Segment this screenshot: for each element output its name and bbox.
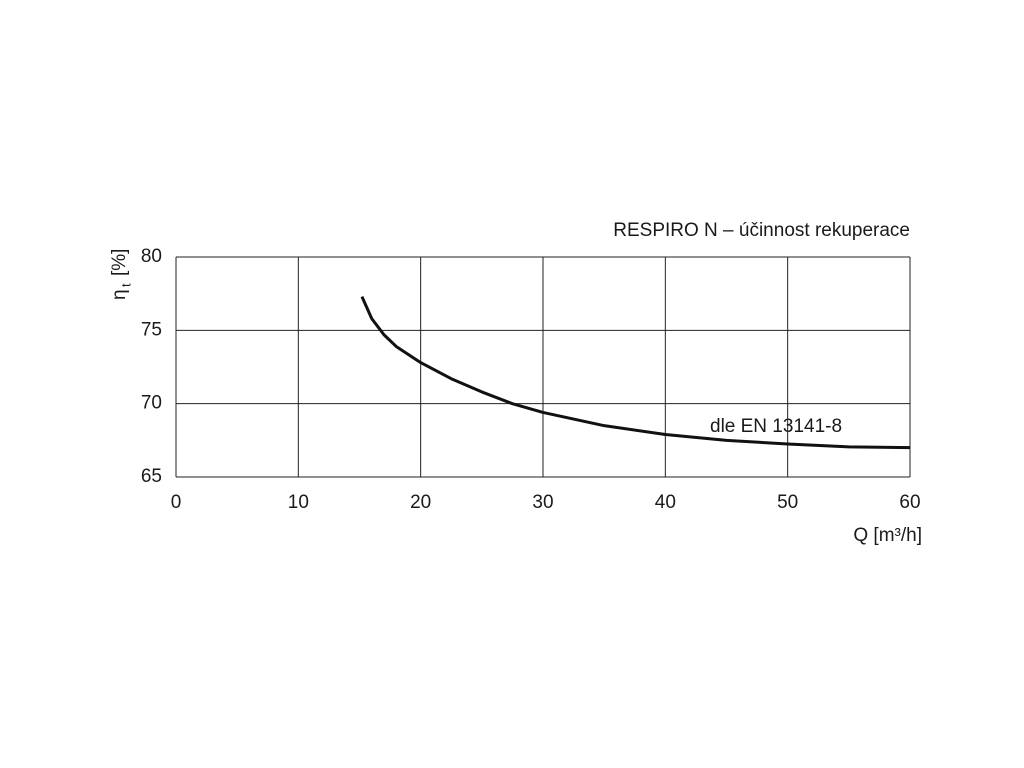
x-tick-label: 0 [171,492,182,513]
x-tick-label: 30 [532,492,553,513]
x-axis-label: Q [m³/h] [853,525,922,546]
x-tick-label: 40 [655,492,676,513]
y-axis-label: η t [%] [109,249,133,300]
line-series [360,295,911,450]
annotation: dle EN 13141-8 [710,416,842,437]
x-tick-label: 20 [410,492,431,513]
y-tick-label: 65 [141,466,162,487]
y-label-sub: t [118,283,133,287]
x-tick-label: 50 [777,492,798,513]
x-tick-label: 60 [899,492,920,513]
x-tick-label: 10 [288,492,309,513]
y-tick-label: 75 [141,319,162,340]
y-label-unit: [%] [109,249,130,276]
y-tick-label: 80 [141,246,162,267]
y-tick-label: 70 [141,393,162,414]
chart-title: RESPIRO N – účinnost rekuperace [613,220,910,241]
y-label-symbol: η [109,289,130,300]
